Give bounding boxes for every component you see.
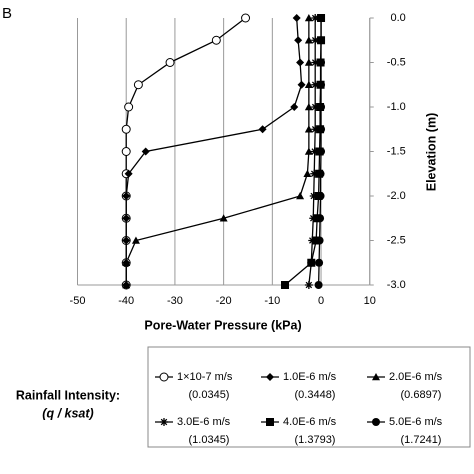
marker xyxy=(296,58,305,67)
x-tick-label: -40 xyxy=(118,295,134,307)
legend-sublabel: (1.0345) xyxy=(189,434,230,446)
y-tick-label: -0.5 xyxy=(387,56,406,68)
marker xyxy=(122,281,131,289)
x-tick-label: 0 xyxy=(318,295,324,307)
y-tick-label: -1.5 xyxy=(387,145,406,157)
legend-sublabel: (1.3793) xyxy=(295,434,336,446)
marker xyxy=(141,147,150,156)
marker xyxy=(317,14,326,22)
legend-sublabel: (1.7241) xyxy=(401,434,442,446)
marker xyxy=(317,103,326,111)
marker xyxy=(121,124,131,134)
marker xyxy=(131,236,140,244)
marker xyxy=(314,281,323,289)
marker xyxy=(122,214,131,223)
marker xyxy=(292,14,301,22)
legend-sublabel: (0.0345) xyxy=(189,389,230,401)
marker xyxy=(304,281,313,289)
marker xyxy=(316,169,325,178)
marker xyxy=(315,258,324,267)
marker xyxy=(317,58,326,67)
marker xyxy=(304,80,313,88)
marker xyxy=(311,14,320,22)
legend-title: Rainfall Intensity: xyxy=(16,388,120,402)
marker xyxy=(258,125,267,134)
marker xyxy=(304,14,313,22)
marker xyxy=(160,418,168,426)
x-tick-label: 10 xyxy=(364,295,376,307)
marker xyxy=(159,372,169,382)
x-tick-label: -30 xyxy=(167,295,183,307)
marker xyxy=(303,169,312,177)
marker xyxy=(219,214,228,222)
marker xyxy=(241,13,251,23)
legend-sublabel: (0.6897) xyxy=(401,389,442,401)
marker xyxy=(122,192,131,200)
marker xyxy=(211,35,221,45)
marker xyxy=(296,192,305,200)
marker xyxy=(124,102,134,112)
marker xyxy=(133,80,143,90)
legend-label: 4.0E-6 m/s xyxy=(283,416,337,428)
panel-label: B xyxy=(2,5,12,22)
legend-label: 3.0E-6 m/s xyxy=(177,416,231,428)
marker xyxy=(304,36,313,44)
marker xyxy=(307,258,316,267)
marker xyxy=(311,36,320,45)
marker xyxy=(311,58,320,67)
marker xyxy=(266,418,274,426)
marker xyxy=(316,214,325,223)
marker xyxy=(294,36,303,45)
marker xyxy=(304,125,313,133)
marker xyxy=(121,147,131,156)
marker xyxy=(317,125,326,134)
marker xyxy=(297,80,306,89)
legend-label: 1×10-7 m/s xyxy=(177,371,233,383)
marker xyxy=(165,58,175,67)
marker xyxy=(304,103,313,111)
legend-label: 1.0E-6 m/s xyxy=(283,371,337,383)
y-axis-label: Elevation (m) xyxy=(424,113,438,192)
marker xyxy=(311,103,320,111)
marker xyxy=(122,236,131,245)
y-tick-label: 0.0 xyxy=(390,12,405,24)
marker xyxy=(304,147,313,155)
marker xyxy=(317,147,326,156)
legend-sublabel: (0.3448) xyxy=(295,389,336,401)
marker xyxy=(122,258,131,266)
legend-subtitle: (q / ksat) xyxy=(42,406,93,420)
marker xyxy=(315,236,324,245)
x-axis-label: Pore-Water Pressure (kPa) xyxy=(144,318,301,332)
marker xyxy=(266,373,274,381)
y-tick-label: -2.5 xyxy=(387,234,406,246)
x-tick-label: -20 xyxy=(216,295,232,307)
marker xyxy=(310,169,319,178)
legend-box xyxy=(147,346,471,448)
y-tick-label: -3.0 xyxy=(387,279,406,291)
marker xyxy=(290,103,299,111)
y-tick-label: -1.0 xyxy=(387,101,406,113)
marker xyxy=(309,192,318,200)
marker xyxy=(316,192,325,200)
marker xyxy=(310,147,319,156)
marker xyxy=(372,373,380,381)
marker xyxy=(311,125,320,134)
legend-label: 2.0E-6 m/s xyxy=(389,371,443,383)
x-tick-label: -10 xyxy=(264,295,280,307)
marker xyxy=(372,418,380,426)
legend-label: 5.0E-6 m/s xyxy=(389,416,443,428)
series-line xyxy=(125,17,303,285)
y-tick-label: -2.0 xyxy=(387,190,406,202)
marker xyxy=(317,80,326,89)
marker xyxy=(304,58,313,66)
series-line xyxy=(125,18,310,285)
marker xyxy=(124,169,133,178)
marker xyxy=(311,80,320,89)
marker xyxy=(280,281,289,289)
marker xyxy=(317,36,326,45)
x-tick-label: -50 xyxy=(70,295,86,307)
